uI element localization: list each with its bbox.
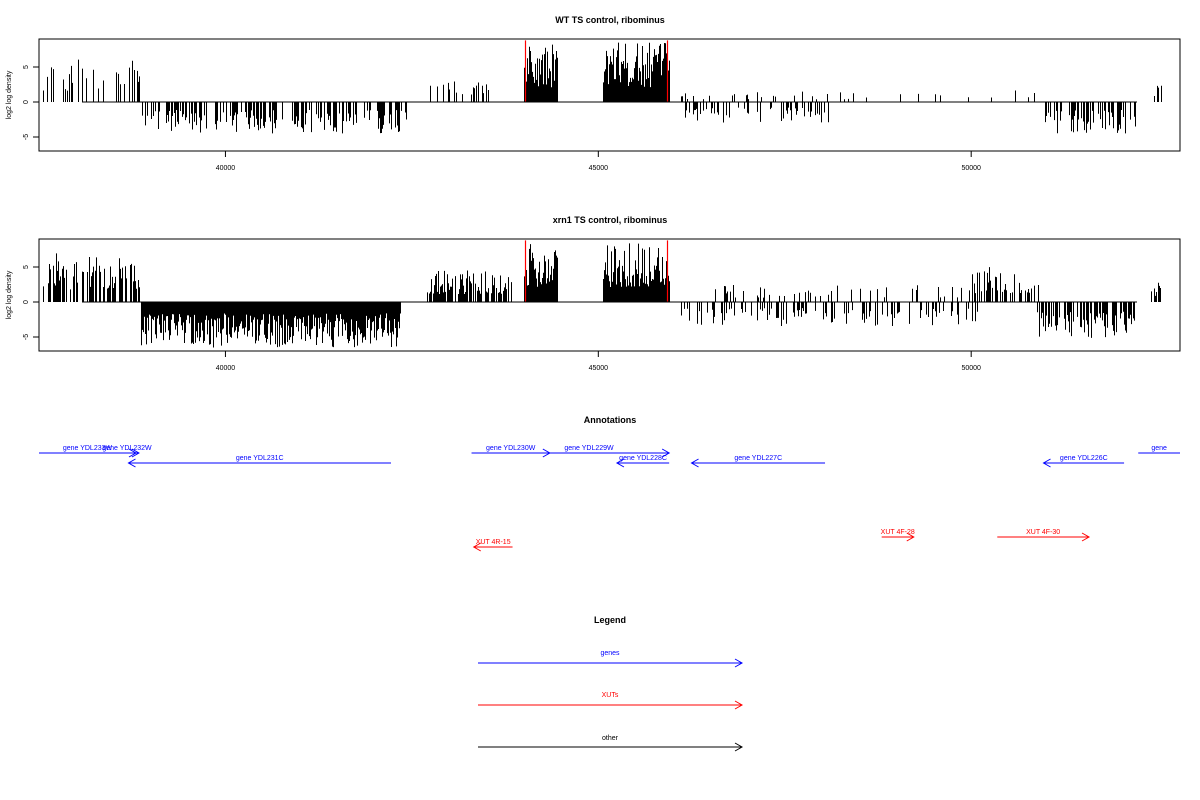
annotation-arrowhead xyxy=(131,448,140,458)
legend-label-other: other xyxy=(602,735,619,742)
xrn1-x-tick-label: 50000 xyxy=(961,365,981,372)
annotation-feature: gene YDL229W xyxy=(508,445,671,458)
annotation-label: XUT 4R-15 xyxy=(476,539,511,546)
wt-x-tick-label: 40000 xyxy=(216,165,236,172)
wt-plot-frame xyxy=(38,38,1181,152)
annotation-feature: XUT 4R-15 xyxy=(472,539,513,552)
annotation-label: gene YDL227C xyxy=(734,455,782,462)
annotation-label: gene YDL229W xyxy=(564,445,614,452)
xrn1-x-axis: 40000 45000 50000 xyxy=(216,351,981,372)
annotation-feature: gene YDL230W xyxy=(471,445,551,458)
annotation-label: gene YDL228C xyxy=(619,455,667,462)
annotation-feature: gene YDL231C xyxy=(127,455,391,468)
xrn1-coverage-panel: xrn1 TS control, ribominus log2 log dens… xyxy=(6,215,1181,372)
legend-arrowhead-genes xyxy=(734,658,744,668)
legend-title: Legend xyxy=(594,615,626,625)
wt-coverage-panel: WT TS control, ribominus log2 log densit… xyxy=(6,15,1181,172)
annotation-label: gene YDL226C xyxy=(1060,455,1108,462)
annotation-label: gene YDL231C xyxy=(236,455,284,462)
annotation-arrowhead xyxy=(690,458,699,468)
annotation-feature: gene YDL227C xyxy=(690,455,826,468)
annotation-label: gene YDL232W xyxy=(102,445,152,452)
legend-entry-genes: genes xyxy=(478,650,744,668)
legend-arrowhead-other xyxy=(734,742,744,752)
wt-y-axis-label: log2 log density xyxy=(6,70,13,119)
annotation-arrowhead xyxy=(1081,532,1091,542)
xrn1-bars xyxy=(43,240,1161,348)
xrn1-x-tick-label: 40000 xyxy=(216,365,236,372)
xrn1-y-axis-label: log2 log density xyxy=(6,270,13,319)
xrn1-x-tick-label: 45000 xyxy=(589,365,609,372)
legend-entry-xuts: XUTs xyxy=(478,692,744,710)
legend-arrowhead-xuts xyxy=(734,700,744,710)
annotation-label: gene YDL233W xyxy=(63,445,113,452)
annotation-feature: gene xyxy=(1138,445,1180,454)
xrn1-y-tick-label: 5 xyxy=(23,265,30,269)
annotation-feature: XUT 4F-28 xyxy=(881,529,915,542)
xrn1-y-tick-label: 0 xyxy=(23,300,30,304)
annotation-arrowhead xyxy=(906,532,915,542)
annotation-arrowhead xyxy=(127,458,136,468)
wt-y-tick-label: 0 xyxy=(23,100,30,104)
annotation-feature: gene YDL226C xyxy=(1042,455,1125,468)
annotation-label: XUT 4F-28 xyxy=(881,529,915,536)
xrn1-plot-frame xyxy=(38,238,1181,352)
wt-bars xyxy=(43,40,1162,134)
annotation-label: gene xyxy=(1151,445,1167,452)
wt-y-axis: -5 0 5 xyxy=(23,65,39,140)
wt-x-tick-label: 45000 xyxy=(589,165,609,172)
xrn1-y-tick-label: -5 xyxy=(23,334,30,340)
wt-panel-title: WT TS control, ribominus xyxy=(555,15,665,25)
wt-y-tick-label: 5 xyxy=(23,65,30,69)
wt-y-tick-label: -5 xyxy=(23,134,30,140)
legend: Legend genes XUTs other xyxy=(478,615,744,752)
annotation-feature: XUT 4F-30 xyxy=(997,529,1091,542)
annotation-arrowhead xyxy=(1042,458,1051,468)
annotation-arrowhead xyxy=(661,448,671,458)
xrn1-y-axis: -5 0 5 xyxy=(23,265,39,340)
annotations-title: Annotations xyxy=(584,415,637,425)
annotation-feature: gene YDL228C xyxy=(615,455,670,468)
legend-entry-other: other xyxy=(478,735,744,752)
wt-x-axis: 40000 45000 50000 xyxy=(216,151,981,172)
annotation-feature: gene YDL232W xyxy=(102,445,152,458)
annotation-arrowhead xyxy=(472,542,482,552)
annotation-label: XUT 4F-30 xyxy=(1026,529,1060,536)
legend-label-genes: genes xyxy=(600,650,620,657)
xrn1-panel-title: xrn1 TS control, ribominus xyxy=(553,215,668,225)
wt-x-tick-label: 50000 xyxy=(961,165,981,172)
annotation-label: gene YDL230W xyxy=(486,445,536,452)
legend-label-xuts: XUTs xyxy=(602,692,619,699)
annotation-arrowhead xyxy=(615,458,625,468)
